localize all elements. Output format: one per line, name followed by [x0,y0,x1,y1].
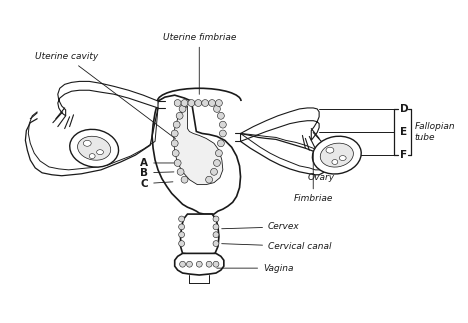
Circle shape [213,160,220,166]
Circle shape [205,176,212,183]
Circle shape [171,130,178,137]
Text: B: B [140,168,174,178]
Text: D: D [400,104,408,114]
Circle shape [176,112,183,119]
Circle shape [211,168,218,175]
Circle shape [174,160,181,166]
Text: Ovary: Ovary [307,173,335,182]
Circle shape [219,130,227,137]
Text: Uterine fimbriae: Uterine fimbriae [162,33,236,94]
Circle shape [213,224,219,230]
Text: F: F [400,150,407,160]
Circle shape [206,261,212,267]
Circle shape [213,216,219,222]
Ellipse shape [83,141,91,146]
Polygon shape [181,214,219,256]
Text: Fallopian
tube: Fallopian tube [415,122,455,142]
Circle shape [213,261,219,267]
Circle shape [213,232,219,238]
Circle shape [213,241,219,246]
Polygon shape [241,108,319,141]
Ellipse shape [89,154,95,159]
Circle shape [179,224,184,230]
Circle shape [179,232,184,238]
Circle shape [179,241,184,246]
Text: A: A [140,158,175,168]
Circle shape [215,150,222,157]
Circle shape [188,99,195,107]
Circle shape [173,121,180,128]
Text: Cervex: Cervex [222,222,300,231]
Ellipse shape [320,143,353,167]
Circle shape [195,99,202,107]
Circle shape [209,99,215,107]
Circle shape [174,99,181,107]
Polygon shape [152,95,241,214]
Ellipse shape [96,150,103,155]
Circle shape [181,99,188,107]
Polygon shape [175,253,224,275]
Circle shape [213,106,220,112]
Circle shape [172,150,179,157]
Ellipse shape [332,160,338,164]
Circle shape [187,261,192,267]
Ellipse shape [70,129,118,167]
Text: Uterine cavity: Uterine cavity [35,52,176,139]
Circle shape [171,140,178,147]
Ellipse shape [313,136,361,174]
Circle shape [179,216,184,222]
Polygon shape [174,106,223,185]
Circle shape [180,261,185,267]
Circle shape [181,176,188,183]
Text: E: E [400,127,407,137]
Ellipse shape [339,156,346,161]
Circle shape [196,261,202,267]
Circle shape [179,106,186,112]
Ellipse shape [78,136,111,160]
Circle shape [218,140,224,147]
Circle shape [215,99,222,107]
Text: Cervical canal: Cervical canal [222,242,331,251]
Circle shape [202,99,209,107]
Ellipse shape [326,147,334,153]
Text: Fimbriae: Fimbriae [293,151,333,203]
Text: C: C [140,179,173,189]
Text: Vagina: Vagina [217,264,293,273]
Circle shape [219,121,227,128]
Circle shape [177,168,184,175]
Circle shape [218,112,224,119]
Polygon shape [58,81,158,116]
